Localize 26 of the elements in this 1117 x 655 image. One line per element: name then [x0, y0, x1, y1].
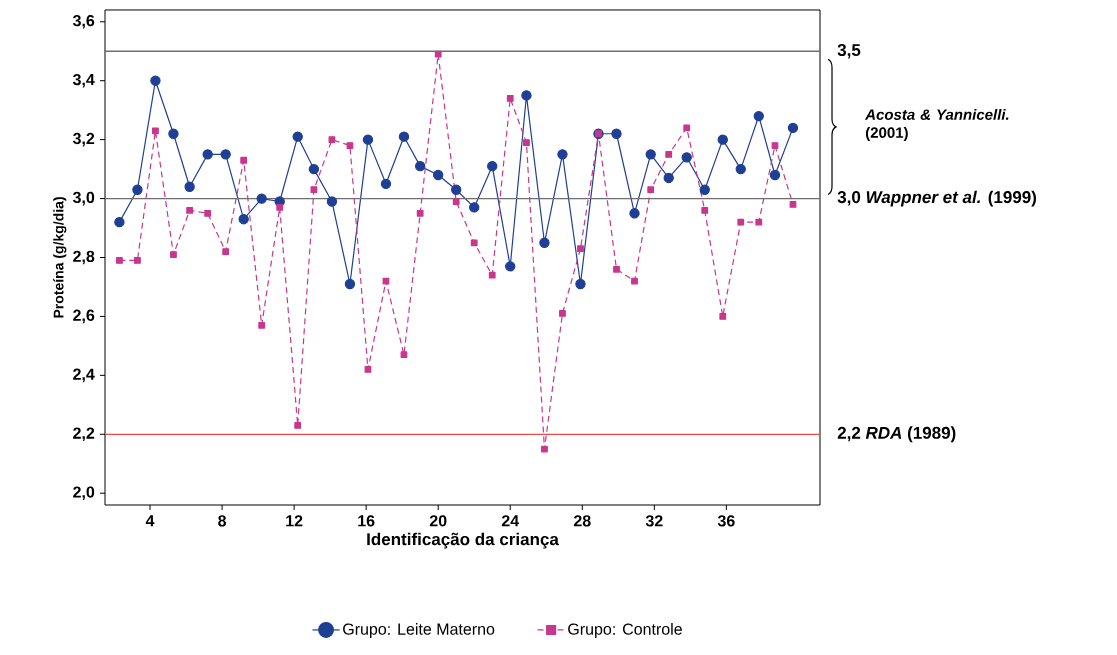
x-tick-label: 28 [573, 515, 591, 527]
legend-label: Grupo: Leite Materno [343, 623, 495, 638]
x-tick-label: 20 [429, 515, 447, 527]
y-tick-label: 3,2 [72, 132, 95, 147]
y-axis-title: Proteína (g/kg/dia) [53, 197, 67, 318]
x-axis-title: Identificação da criança [367, 532, 559, 549]
y-tick-label: 3,0 [72, 191, 95, 206]
x-tick-label: 16 [358, 515, 375, 527]
x-tick-label: 36 [717, 515, 735, 527]
x-tick-label: 24 [501, 515, 520, 527]
y-tick-label: 3,6 [72, 14, 95, 29]
x-tick-label: 4 [145, 515, 155, 527]
y-tick-label: 3,4 [72, 73, 95, 88]
ref-line-label: 3,0 Wappner et al. (1999) [837, 190, 1037, 207]
y-tick-label: 2,4 [73, 368, 95, 383]
y-tick-label: 2,6 [73, 309, 95, 324]
ref-line-label: 3,5 [837, 43, 861, 59]
x-tick-label: 32 [645, 515, 663, 527]
y-tick-label: 2,2 [73, 427, 95, 442]
ref-line-label: 2,2 RDA (1989) [837, 426, 956, 443]
x-tick-label: 12 [286, 515, 303, 527]
text: Acosta & Yannicelli. (2001) [864, 108, 1009, 141]
x-tick-label: 8 [218, 515, 227, 527]
y-tick-label: 2,8 [73, 250, 95, 265]
y-tick-label: 2,0 [73, 486, 95, 501]
legend-label: Grupo: Controle [568, 623, 682, 638]
